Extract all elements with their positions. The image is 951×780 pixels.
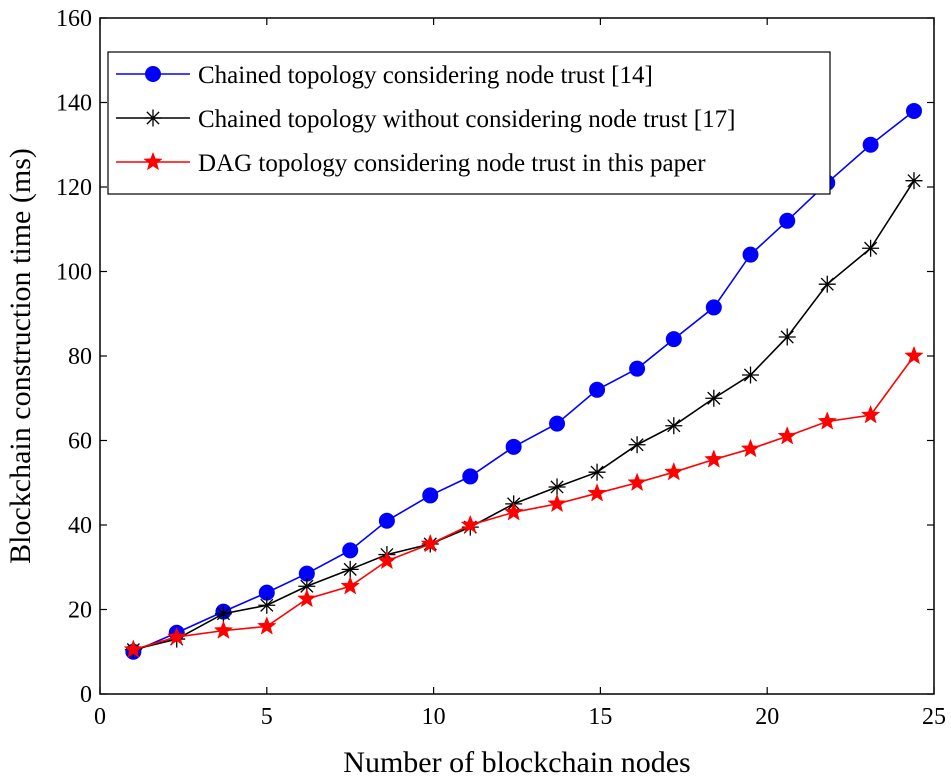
data-point-star [213, 620, 234, 639]
data-point-asterisk [742, 366, 760, 384]
data-point-star [587, 483, 607, 502]
data-point-star [664, 461, 684, 481]
data-point-asterisk [905, 172, 923, 190]
data-point-star [420, 533, 440, 553]
y-tick-label: 20 [68, 598, 92, 624]
data-point-circle [779, 212, 796, 229]
x-tick-label: 15 [588, 704, 612, 730]
series-line [133, 180, 915, 651]
data-point-star [704, 449, 724, 468]
data-point-asterisk [818, 275, 836, 293]
x-tick-label: 0 [94, 704, 106, 730]
data-point-asterisk [588, 463, 606, 481]
data-point-circle [342, 542, 359, 559]
data-point-asterisk [214, 605, 232, 623]
data-point-star [297, 588, 317, 608]
data-point-circle [629, 360, 646, 377]
data-point-circle [505, 438, 522, 455]
y-tick-label: 0 [80, 682, 92, 708]
legend-label: Chained topology considering node trust … [198, 62, 653, 89]
y-tick-label: 40 [68, 513, 92, 539]
data-point-star [123, 639, 144, 658]
data-point-star [377, 550, 397, 570]
x-tick-label: 20 [755, 704, 779, 730]
data-point-circle [549, 415, 566, 432]
x-tick-label: 10 [422, 704, 446, 730]
data-point-circle [665, 331, 682, 348]
data-point-circle [589, 381, 606, 398]
data-point-circle [905, 102, 922, 119]
data-point-circle [145, 66, 161, 82]
series-line [133, 355, 915, 651]
data-point-star [627, 472, 647, 492]
legend-entry: Chained topology without considering nod… [116, 106, 735, 133]
y-tick-label: 60 [68, 429, 92, 455]
x-tick-label: 25 [922, 704, 946, 730]
data-point-star [740, 438, 761, 458]
legend-entry: DAG topology considering node trust in t… [116, 150, 706, 177]
data-point-asterisk [665, 417, 683, 435]
data-point-circle [462, 468, 479, 485]
data-point-asterisk [144, 109, 162, 127]
data-point-star [777, 426, 797, 445]
data-point-star [167, 626, 187, 646]
data-point-star [257, 616, 277, 635]
y-tick-label: 160 [56, 6, 92, 32]
data-point-star [547, 493, 567, 513]
data-point-circle [862, 136, 879, 153]
data-point-asterisk [548, 478, 566, 496]
data-point-star [817, 411, 837, 430]
data-point-asterisk [341, 560, 359, 578]
data-point-circle [422, 487, 439, 504]
y-tick-label: 140 [56, 91, 92, 117]
legend-entry: Chained topology considering node trust … [116, 62, 653, 89]
series-2 [124, 172, 923, 659]
y-tick-label: 80 [68, 344, 92, 370]
data-point-asterisk [705, 389, 723, 407]
legend-label: DAG topology considering node trust in t… [198, 150, 706, 177]
plot-frame [99, 17, 935, 695]
data-point-star [143, 151, 163, 171]
data-point-star [460, 514, 481, 534]
y-tick-label: 100 [56, 260, 92, 286]
data-point-circle [378, 512, 395, 529]
x-tick-label: 5 [261, 704, 273, 730]
data-point-asterisk [862, 239, 880, 257]
legend-label: Chained topology without considering nod… [198, 106, 735, 133]
data-point-star [860, 404, 881, 424]
legend: Chained topology considering node trust … [107, 51, 831, 195]
legend-box [107, 51, 831, 195]
data-point-star [340, 576, 360, 595]
data-point-asterisk [628, 436, 646, 454]
data-point-circle [705, 299, 722, 316]
y-axis-label: Blockchain construction time (ms) [4, 148, 37, 564]
series-3 [123, 345, 924, 658]
data-point-star [503, 502, 524, 521]
x-axis-label: Number of blockchain nodes [343, 746, 690, 779]
data-point-asterisk [778, 328, 796, 346]
data-point-star [904, 345, 924, 365]
data-point-asterisk [258, 596, 276, 614]
data-point-circle [742, 246, 759, 263]
y-tick-label: 120 [56, 175, 92, 201]
